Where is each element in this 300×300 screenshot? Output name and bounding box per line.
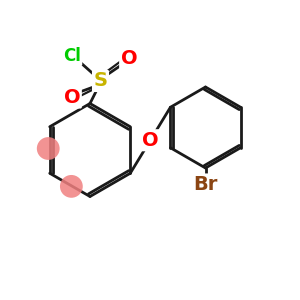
Circle shape bbox=[60, 175, 83, 198]
Circle shape bbox=[37, 137, 60, 160]
Text: Br: Br bbox=[193, 175, 218, 194]
Text: O: O bbox=[121, 49, 137, 68]
Text: O: O bbox=[64, 88, 80, 107]
Text: S: S bbox=[94, 71, 107, 91]
Text: O: O bbox=[142, 131, 159, 150]
Text: Cl: Cl bbox=[63, 46, 81, 64]
